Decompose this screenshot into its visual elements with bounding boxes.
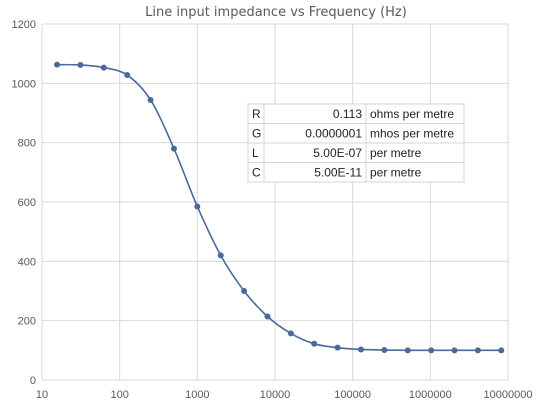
x-tick-label: 10 xyxy=(36,389,48,401)
x-tick-label: 1000 xyxy=(185,389,209,401)
y-tick-label: 600 xyxy=(18,197,36,209)
parameter-value: 5.00E-07 xyxy=(313,146,362,160)
x-tick-label: 1000000 xyxy=(409,389,452,401)
data-point xyxy=(217,252,224,259)
data-point xyxy=(404,347,411,354)
parameter-symbol: G xyxy=(252,127,261,141)
y-tick-label: 0 xyxy=(30,375,36,387)
parameter-value: 0.0000001 xyxy=(305,127,362,141)
data-point xyxy=(474,347,481,354)
x-tick-label: 10000 xyxy=(260,389,291,401)
data-point xyxy=(498,347,505,354)
y-axis-tick-labels: 0 200 400 600 800 1000 1200 xyxy=(12,19,36,387)
y-tick-label: 800 xyxy=(18,138,36,150)
data-point xyxy=(194,203,201,210)
data-point xyxy=(428,347,435,354)
y-tick-label: 1200 xyxy=(12,19,36,31)
parameter-symbol: C xyxy=(252,166,261,180)
data-point xyxy=(287,330,294,337)
y-tick-label: 200 xyxy=(18,316,36,328)
x-tick-label: 100 xyxy=(110,389,128,401)
parameter-value: 0.113 xyxy=(333,107,362,121)
data-points xyxy=(54,61,505,354)
x-tick-label: 100000 xyxy=(334,389,371,401)
data-point xyxy=(311,340,318,347)
data-point xyxy=(170,145,177,152)
data-point xyxy=(124,72,131,79)
y-tick-label: 1000 xyxy=(12,78,36,90)
parameter-symbol: R xyxy=(252,107,261,121)
data-point xyxy=(77,61,84,68)
data-point xyxy=(147,96,154,103)
parameter-symbol: L xyxy=(252,146,259,160)
data-point xyxy=(54,61,61,68)
parameter-value: 5.00E-11 xyxy=(314,166,362,180)
data-point xyxy=(334,344,341,351)
data-point xyxy=(451,347,458,354)
data-point xyxy=(241,288,248,294)
data-point xyxy=(357,346,364,353)
data-point xyxy=(264,313,271,320)
data-point xyxy=(100,64,107,71)
data-point xyxy=(381,347,388,354)
grid xyxy=(41,23,509,381)
parameter-unit: per metre xyxy=(370,146,422,160)
parameter-table: R 0.113 ohms per metre G 0.0000001 mhos per m… xyxy=(247,103,465,183)
chart-title: Line input impedance vs Frequency (Hz) xyxy=(145,5,407,20)
parameter-unit: per metre xyxy=(370,166,422,180)
x-axis-tick-labels: 10 100 1000 10000 100000 1000000 10000000 xyxy=(36,389,533,401)
x-tick-label: 10000000 xyxy=(484,389,533,401)
parameter-unit: mhos per metre xyxy=(370,127,454,141)
parameter-unit: ohms per metre xyxy=(370,107,454,121)
y-tick-label: 400 xyxy=(18,256,36,268)
